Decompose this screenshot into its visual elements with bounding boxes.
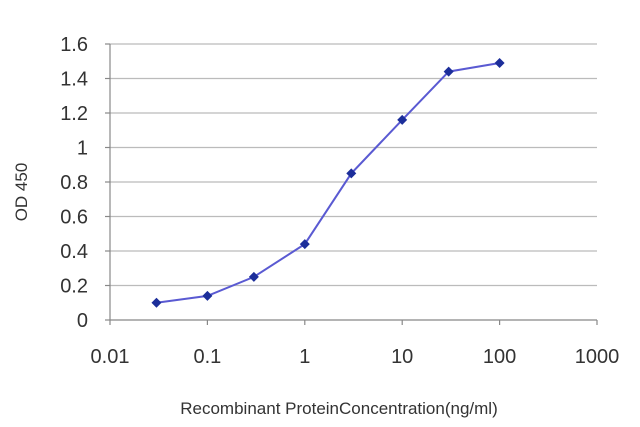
y-tick-label-4: 0.8 [60,172,88,194]
axes [105,43,598,325]
data-point-5 [397,114,408,125]
y-tick-label-1: 0.2 [60,276,88,298]
x-tick-label-2: 1 [299,346,310,368]
x-tick-label-1: 0.1 [193,346,221,368]
x-axis-title: Recombinant ProteinConcentration(ng/ml) [180,399,498,418]
data-point-4 [346,168,357,179]
x-tick-labels: 0.01 0.1 1 10 100 1000 [91,346,620,368]
data-point-1 [202,290,213,301]
y-tick-labels: 0 0.2 0.4 0.6 0.8 1 1.2 1.4 1.6 [60,34,88,332]
data-series [151,57,505,308]
data-point-7 [494,57,505,68]
series-line-0 [156,62,500,304]
data-point-6 [443,66,454,77]
data-point-0 [151,297,162,308]
y-tick-label-7: 1.4 [60,69,88,91]
y-tick-label-5: 1 [77,138,88,160]
y-tick-label-0: 0 [77,310,88,332]
x-tick-label-4: 100 [483,346,516,368]
x-tick-label-5: 1000 [575,346,620,368]
y-tick-label-6: 1.2 [60,103,88,125]
x-tick-label-0: 0.01 [91,346,130,368]
data-point-3 [299,239,310,250]
data-point-2 [248,271,259,282]
grid-lines [110,43,597,287]
x-tick-label-3: 10 [391,346,413,368]
y-tick-label-3: 0.6 [60,207,88,229]
y-tick-label-2: 0.4 [60,241,88,263]
y-tick-label-8: 1.6 [60,34,88,56]
y-axis-title: OD 450 [12,163,31,222]
